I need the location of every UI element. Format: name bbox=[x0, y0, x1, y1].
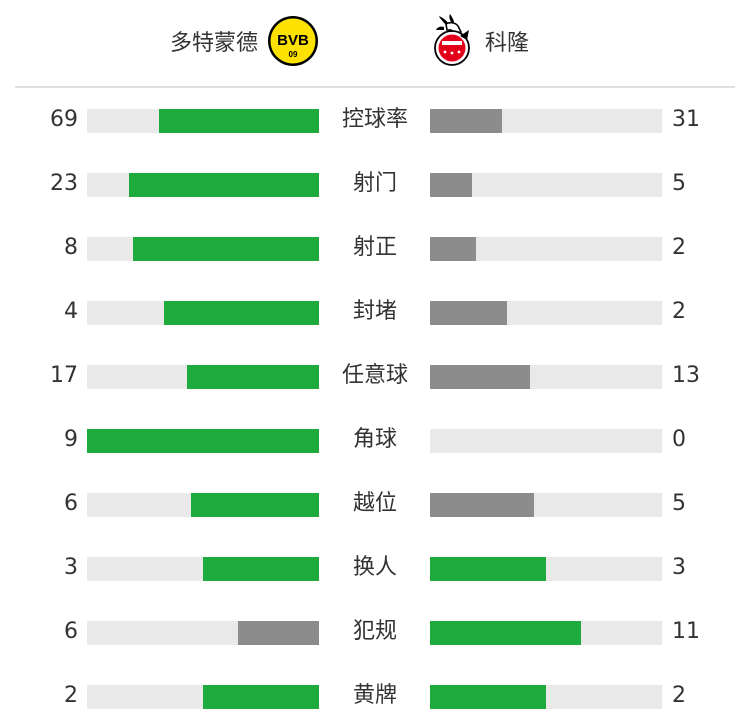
home-stat-value: 23 bbox=[50, 171, 78, 196]
away-stat-value: 2 bbox=[672, 683, 686, 708]
stat-label: 射正 bbox=[352, 235, 397, 260]
home-stat-value: 6 bbox=[64, 619, 78, 644]
away-stat-bar-track bbox=[430, 557, 662, 581]
stat-row: 6 犯规 11 bbox=[0, 600, 750, 664]
stat-label: 角球 bbox=[352, 427, 397, 452]
home-stat-bar bbox=[203, 557, 319, 581]
home-stat-value: 4 bbox=[64, 299, 78, 324]
away-stat-value: 11 bbox=[672, 619, 700, 644]
away-stat-bar-track bbox=[430, 621, 662, 645]
home-stat-bar bbox=[191, 493, 319, 517]
away-stat-value: 5 bbox=[672, 171, 686, 196]
away-stat-bar-track bbox=[430, 109, 662, 133]
home-stat-bar-track bbox=[87, 557, 319, 581]
svg-text:BVB: BVB bbox=[277, 32, 309, 49]
away-stat-value: 2 bbox=[672, 235, 686, 260]
home-stat-bar bbox=[128, 173, 319, 197]
away-stat-bar-track bbox=[430, 173, 662, 197]
home-stat-bar bbox=[163, 301, 319, 325]
away-stat-bar bbox=[430, 557, 546, 581]
away-stat-value: 3 bbox=[672, 555, 686, 580]
home-stat-value: 9 bbox=[64, 427, 78, 452]
stat-row: 2 黄牌 2 bbox=[0, 664, 750, 728]
home-team-name: 多特蒙德 bbox=[170, 31, 259, 56]
home-stat-value: 8 bbox=[64, 235, 78, 260]
stat-label: 犯规 bbox=[352, 619, 397, 644]
stat-label: 封堵 bbox=[352, 299, 397, 324]
stat-row: 9 角球 0 bbox=[0, 408, 750, 472]
home-stat-value: 17 bbox=[50, 363, 78, 388]
away-stat-value: 5 bbox=[672, 491, 686, 516]
away-stat-bar bbox=[430, 109, 502, 133]
stat-label: 控球率 bbox=[341, 107, 408, 132]
home-stat-bar bbox=[87, 429, 319, 453]
bvb-logo-icon: BVB 09 bbox=[268, 16, 319, 66]
stat-row: 3 换人 3 bbox=[0, 536, 750, 600]
away-stat-bar-track bbox=[430, 237, 662, 261]
stat-row: 8 射正 2 bbox=[0, 216, 750, 280]
away-stat-bar-track bbox=[430, 685, 662, 709]
away-team-name: 科隆 bbox=[485, 31, 530, 56]
away-stat-bar bbox=[430, 621, 581, 645]
home-stat-value: 2 bbox=[64, 683, 78, 708]
away-stat-bar-track bbox=[430, 301, 662, 325]
home-stat-bar-track bbox=[87, 429, 319, 453]
stat-label: 越位 bbox=[352, 491, 397, 516]
away-stat-bar bbox=[430, 173, 472, 197]
header-divider bbox=[15, 86, 735, 88]
home-stat-bar-track bbox=[87, 621, 319, 645]
match-header: 多特蒙德 BVB 09 科隆 bbox=[0, 0, 750, 86]
away-stat-bar bbox=[430, 685, 546, 709]
stat-row: 6 越位 5 bbox=[0, 472, 750, 536]
stat-row: 17 任意球 13 bbox=[0, 344, 750, 408]
stat-row: 69 控球率 31 bbox=[0, 88, 750, 152]
home-team[interactable]: 多特蒙德 BVB 09 bbox=[170, 14, 320, 68]
away-stat-bar bbox=[430, 493, 535, 517]
away-team[interactable]: 科隆 bbox=[425, 14, 529, 68]
home-stat-bar-track bbox=[87, 365, 319, 389]
koln-crest-icon bbox=[434, 14, 470, 66]
away-stat-bar-track bbox=[430, 493, 662, 517]
home-stat-bar-track bbox=[87, 173, 319, 197]
svg-text:09: 09 bbox=[289, 50, 298, 59]
home-stat-bar bbox=[133, 237, 319, 261]
away-stat-bar bbox=[430, 301, 507, 325]
home-stat-bar bbox=[203, 685, 319, 709]
home-stat-bar bbox=[186, 365, 319, 389]
stat-label: 黄牌 bbox=[352, 683, 397, 708]
home-stat-bar bbox=[237, 621, 319, 645]
away-stat-bar bbox=[430, 365, 530, 389]
home-stat-value: 69 bbox=[50, 107, 78, 132]
stat-row: 23 射门 5 bbox=[0, 152, 750, 216]
home-stat-bar-track bbox=[87, 109, 319, 133]
away-stat-value: 2 bbox=[672, 299, 686, 324]
home-stat-bar-track bbox=[87, 493, 319, 517]
stat-label: 换人 bbox=[352, 555, 397, 580]
away-stat-bar bbox=[430, 237, 477, 261]
away-stat-bar-track bbox=[430, 429, 662, 453]
away-stat-value: 31 bbox=[672, 107, 700, 132]
home-stat-value: 6 bbox=[64, 491, 78, 516]
home-stat-bar bbox=[158, 109, 319, 133]
home-stat-bar-track bbox=[87, 685, 319, 709]
home-stat-value: 3 bbox=[64, 555, 78, 580]
stat-label: 任意球 bbox=[341, 363, 408, 388]
stat-row: 4 封堵 2 bbox=[0, 280, 750, 344]
away-stat-value: 0 bbox=[672, 427, 686, 452]
away-stat-bar-track bbox=[430, 365, 662, 389]
home-stat-bar-track bbox=[87, 301, 319, 325]
away-stat-value: 13 bbox=[672, 363, 700, 388]
home-stat-bar-track bbox=[87, 237, 319, 261]
stat-label: 射门 bbox=[352, 171, 397, 196]
